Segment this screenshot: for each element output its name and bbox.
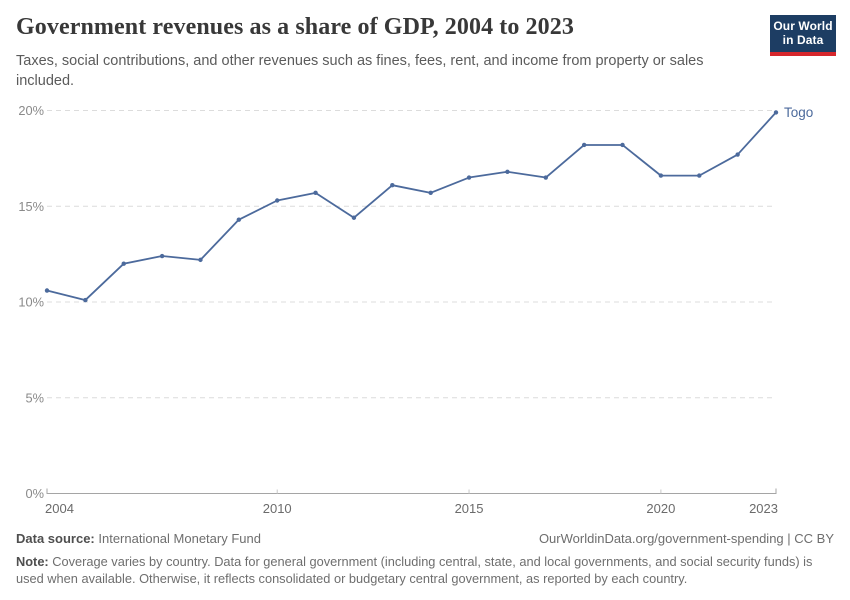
chart-point[interactable]: [275, 198, 280, 203]
x-tick-label: 2004: [45, 501, 74, 516]
chart-point[interactable]: [236, 217, 242, 222]
x-tick-label: 2020: [646, 501, 675, 516]
owid-logo-line2: in Data: [782, 32, 824, 47]
chart-point[interactable]: [581, 142, 587, 148]
data-source-value: International Monetary Fund: [98, 531, 261, 546]
chart-point[interactable]: [44, 288, 50, 293]
x-tick-label: 2015: [455, 501, 484, 516]
owid-logo[interactable]: Our World in Data: [770, 15, 836, 56]
chart-point[interactable]: [159, 253, 165, 259]
chart-point[interactable]: [697, 173, 702, 178]
data-source-label: Data source:: [16, 531, 95, 546]
y-tick-label: 10%: [18, 295, 44, 310]
y-tick-label: 5%: [26, 390, 45, 405]
chart-point[interactable]: [83, 297, 88, 303]
chart-subtitle: Taxes, social contributions, and other r…: [16, 53, 704, 89]
chart-point[interactable]: [735, 152, 740, 157]
chart-point[interactable]: [390, 182, 395, 188]
chart-point[interactable]: [351, 215, 357, 220]
x-tick-label: 2023: [749, 501, 778, 516]
chart-line-togo[interactable]: [46, 111, 777, 301]
series-end-label[interactable]: Togo: [784, 105, 813, 120]
note-label: Note:: [16, 554, 49, 569]
page-title: Government revenues as a share of GDP, 2…: [16, 14, 574, 40]
chart-point[interactable]: [198, 257, 203, 263]
y-tick-label: 15%: [18, 199, 44, 214]
attribution-link[interactable]: OurWorldinData.org/government-spending |…: [538, 531, 834, 546]
chart-point[interactable]: [466, 175, 472, 180]
chart-point[interactable]: [505, 169, 510, 174]
y-tick-label: 20%: [18, 103, 44, 118]
x-tick-label: 2010: [263, 501, 292, 516]
y-tick-label: 0%: [26, 486, 45, 501]
chart-point[interactable]: [620, 142, 625, 148]
chart-point[interactable]: [543, 175, 548, 180]
chart-point[interactable]: [121, 261, 126, 266]
chart-point[interactable]: [313, 190, 318, 196]
note-text: Coverage varies by country. Data for gen…: [16, 554, 813, 586]
chart-point[interactable]: [428, 190, 433, 196]
chart-point[interactable]: [773, 110, 779, 115]
chart-note: Note: Coverage varies by country. Data f…: [16, 553, 834, 587]
chart-point[interactable]: [658, 173, 664, 178]
owid-logo-line1: Our World: [773, 19, 833, 33]
data-source: Data source: International Monetary Fund: [16, 531, 261, 546]
